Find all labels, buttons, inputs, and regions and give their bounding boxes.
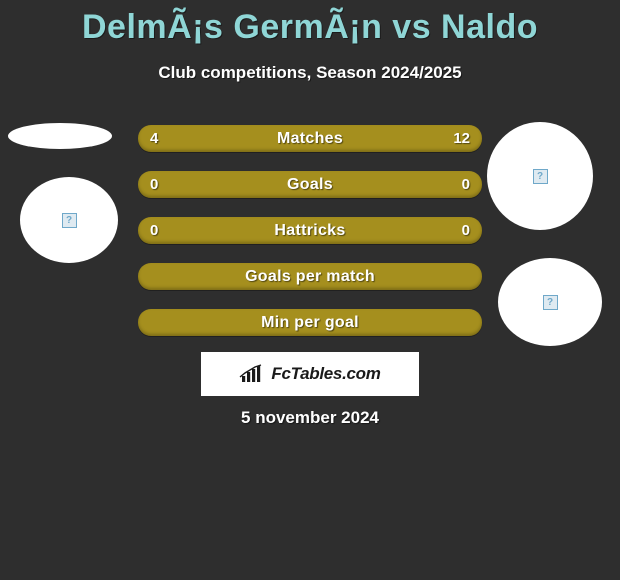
stat-label: Hattricks <box>274 222 345 240</box>
stat-row-goals: 0 Goals 0 <box>138 171 482 198</box>
image-placeholder-icon: ? <box>533 169 548 184</box>
page-subtitle: Club competitions, Season 2024/2025 <box>0 63 620 83</box>
stat-right-value: 12 <box>453 130 470 147</box>
stat-label: Min per goal <box>261 314 359 332</box>
image-placeholder-icon: ? <box>543 295 558 310</box>
bar-chart-icon <box>239 364 265 384</box>
avatar-left-top <box>8 123 112 149</box>
footer-date: 5 november 2024 <box>0 408 620 428</box>
stat-row-goals-per-match: Goals per match <box>138 263 482 290</box>
stat-left-value: 4 <box>150 130 158 147</box>
stat-row-matches: 4 Matches 12 <box>138 125 482 152</box>
stat-right-value: 0 <box>462 222 470 239</box>
avatar-right-top: ? <box>487 122 593 230</box>
stat-right-value: 0 <box>462 176 470 193</box>
avatar-right-bottom: ? <box>498 258 602 346</box>
stat-label: Matches <box>277 130 343 148</box>
stat-label: Goals <box>287 176 333 194</box>
avatar-left-bottom: ? <box>20 177 118 263</box>
image-placeholder-icon: ? <box>62 213 77 228</box>
stat-left-value: 0 <box>150 222 158 239</box>
stat-row-hattricks: 0 Hattricks 0 <box>138 217 482 244</box>
page-title: DelmÃ¡s GermÃ¡n vs Naldo <box>0 0 620 47</box>
stat-row-min-per-goal: Min per goal <box>138 309 482 336</box>
brand-text: FcTables.com <box>271 364 380 384</box>
stat-label: Goals per match <box>245 268 375 286</box>
brand-box: FcTables.com <box>201 352 419 396</box>
stats-panel: 4 Matches 12 0 Goals 0 0 Hattricks 0 Goa… <box>138 125 482 355</box>
stat-left-value: 0 <box>150 176 158 193</box>
